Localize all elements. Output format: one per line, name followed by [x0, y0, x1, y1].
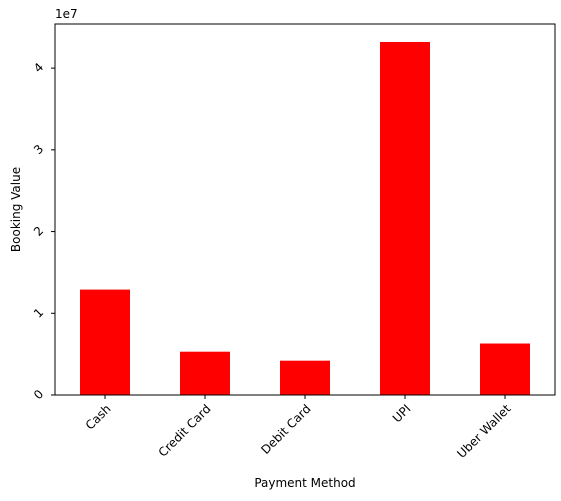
y-tick-label: 0 — [31, 387, 46, 402]
bar-upi — [380, 41, 430, 396]
bar-cash — [80, 289, 130, 395]
x-tick-label: UPI — [390, 402, 414, 426]
bar-uber-wallet — [480, 343, 530, 395]
y-tick-label: 4 — [31, 60, 46, 75]
x-tick-label: Cash — [83, 402, 114, 433]
y-tick-label: 2 — [31, 224, 46, 239]
y-tick-label: 3 — [31, 142, 46, 157]
y-axis-label: Booking Value — [9, 167, 23, 252]
x-tick-label: Debit Card — [258, 402, 313, 457]
y-axis: 0 1 2 3 4 — [31, 60, 55, 402]
x-axis: Cash Credit Card Debit Card UPI Uber Wallet — [83, 395, 514, 461]
x-tick-label: Uber Wallet — [454, 401, 513, 460]
bars-layer — [80, 41, 530, 396]
x-axis-label: Payment Method — [254, 476, 355, 490]
bar-credit-card — [180, 351, 230, 395]
y-axis-offset-label: 1e7 — [55, 7, 78, 21]
y-tick-label: 1 — [31, 305, 46, 320]
x-tick-label: Credit Card — [156, 402, 214, 460]
bar-debit-card — [280, 360, 330, 395]
